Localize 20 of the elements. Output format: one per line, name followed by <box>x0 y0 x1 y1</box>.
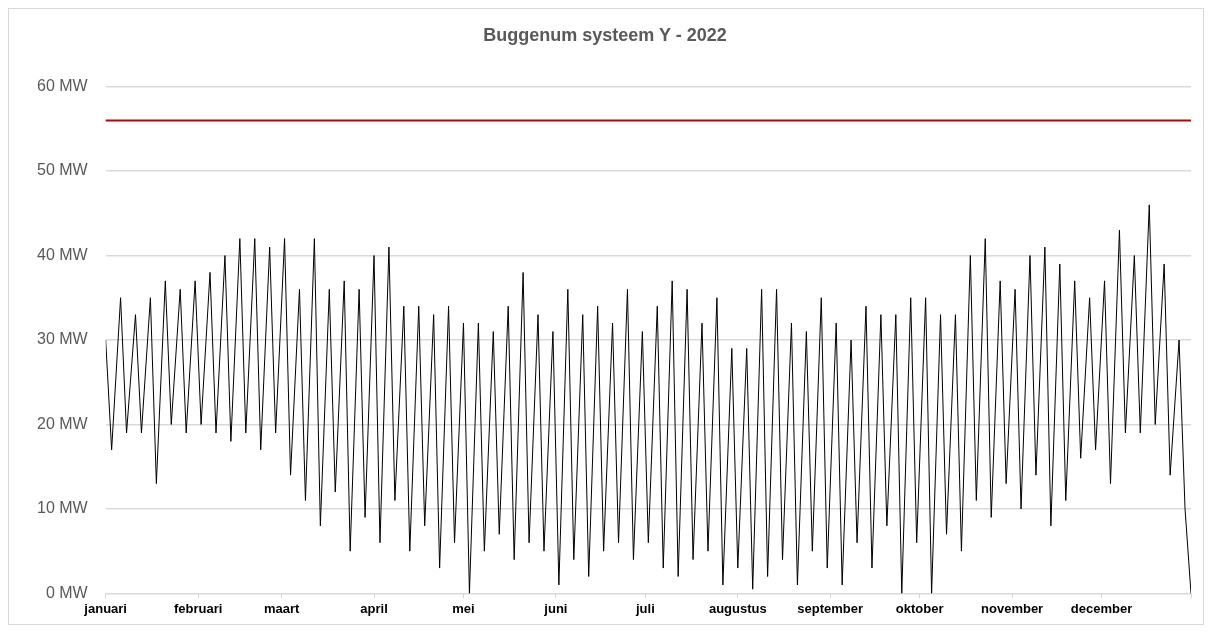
y-tick-label: 30 MW <box>37 330 89 348</box>
x-tick-label: augustus <box>708 600 767 616</box>
x-tick-label: mei <box>452 600 475 616</box>
x-tick-label: oktober <box>895 600 944 616</box>
y-tick-label: 10 MW <box>37 499 89 517</box>
x-tick-label: november <box>981 600 1044 616</box>
x-tick-label: juli <box>634 600 655 616</box>
x-tick-label: juni <box>543 600 568 616</box>
x-tick-label: september <box>797 600 864 616</box>
x-tick-label: januari <box>83 600 127 616</box>
x-tick-label: december <box>1070 600 1133 616</box>
y-tick-label: 20 MW <box>37 414 89 432</box>
x-tick-label: februari <box>173 600 223 616</box>
x-tick-label: april <box>360 600 388 616</box>
y-tick-label: 40 MW <box>37 245 89 263</box>
chart-title: Buggenum systeem Y - 2022 <box>483 24 727 45</box>
y-tick-label: 0 MW <box>45 583 89 601</box>
y-tick-label: 60 MW <box>37 77 89 95</box>
y-tick-label: 50 MW <box>37 161 89 179</box>
x-tick-label: maart <box>263 600 300 616</box>
